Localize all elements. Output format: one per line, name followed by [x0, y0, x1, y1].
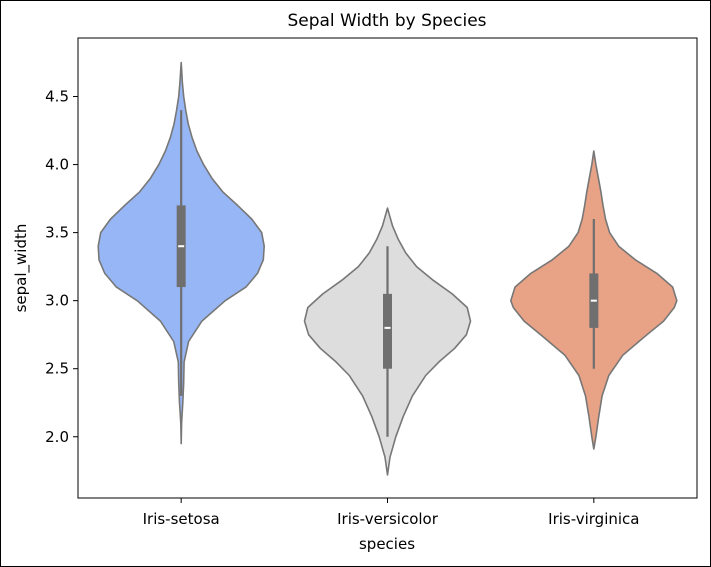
violin-group-2	[303, 207, 472, 476]
x-tick-label: Iris-versicolor	[337, 510, 439, 528]
x-tick-label: Iris-setosa	[143, 510, 220, 528]
y-axis: 2.0 2.5 3.0 3.5 4.0 4.5	[45, 88, 78, 446]
y-axis-label: sepal_width	[12, 224, 31, 313]
x-tick-label: Iris-virginica	[548, 510, 639, 528]
violin-iqr-box	[383, 293, 392, 369]
chart-title: Sepal Width by Species	[287, 11, 486, 31]
y-tick-label: 4.0	[45, 156, 69, 174]
y-tick-label: 2.5	[45, 360, 69, 378]
y-tick-label: 4.5	[45, 88, 69, 106]
x-axis-label: species	[359, 535, 415, 553]
violin-group-1	[97, 61, 265, 445]
x-axis: Iris-setosa Iris-versicolor Iris-virginica	[143, 498, 640, 528]
y-tick-label: 3.0	[45, 292, 69, 310]
y-tick-label: 2.0	[45, 428, 69, 446]
y-tick-label: 3.5	[45, 224, 69, 242]
violin-group-3	[510, 150, 678, 450]
violin-layer	[97, 61, 678, 476]
